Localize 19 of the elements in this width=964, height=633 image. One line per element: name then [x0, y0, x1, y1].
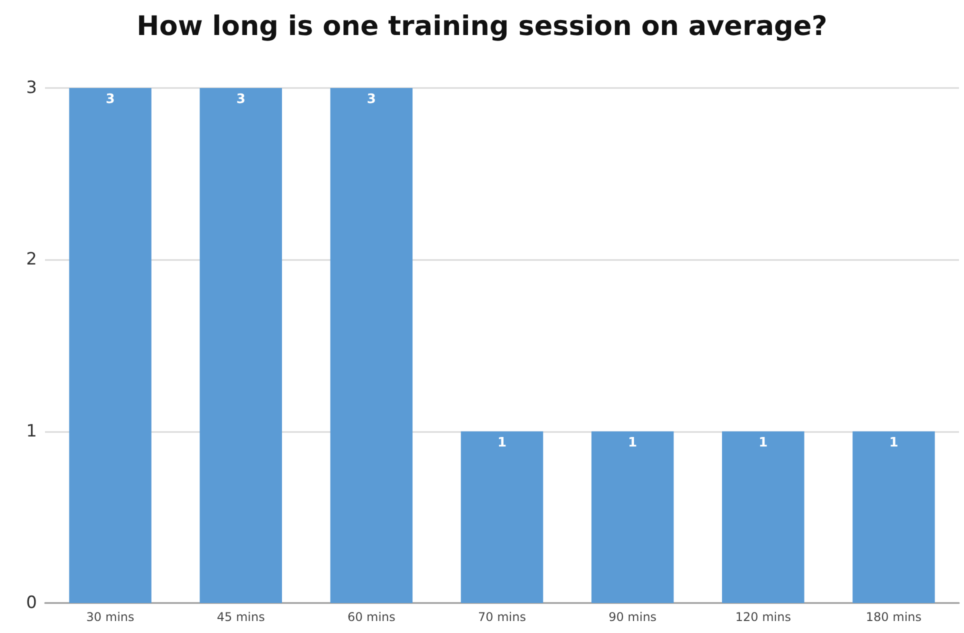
data-label: 1 — [889, 435, 898, 450]
y-tick-label: 1 — [26, 421, 37, 442]
y-tick-label: 3 — [26, 78, 37, 98]
x-tick-label: 120 mins — [735, 610, 791, 624]
data-label: 1 — [758, 435, 768, 450]
x-tick-label: 30 mins — [86, 610, 134, 624]
x-tick-label: 45 mins — [216, 610, 265, 624]
data-label: 1 — [497, 435, 507, 450]
data-label: 3 — [106, 92, 115, 107]
chart-title: How long is one training session on average? — [136, 11, 828, 42]
data-label: 1 — [628, 435, 638, 450]
data-label: 3 — [366, 92, 376, 107]
x-tick-label: 90 mins — [608, 610, 657, 624]
x-tick-label: 60 mins — [347, 610, 396, 624]
x-tick-label: 70 mins — [478, 610, 526, 624]
y-tick-label: 0 — [26, 593, 37, 613]
x-tick-label: 180 mins — [866, 610, 922, 624]
data-label: 3 — [236, 92, 246, 107]
y-tick-label: 2 — [26, 250, 37, 270]
